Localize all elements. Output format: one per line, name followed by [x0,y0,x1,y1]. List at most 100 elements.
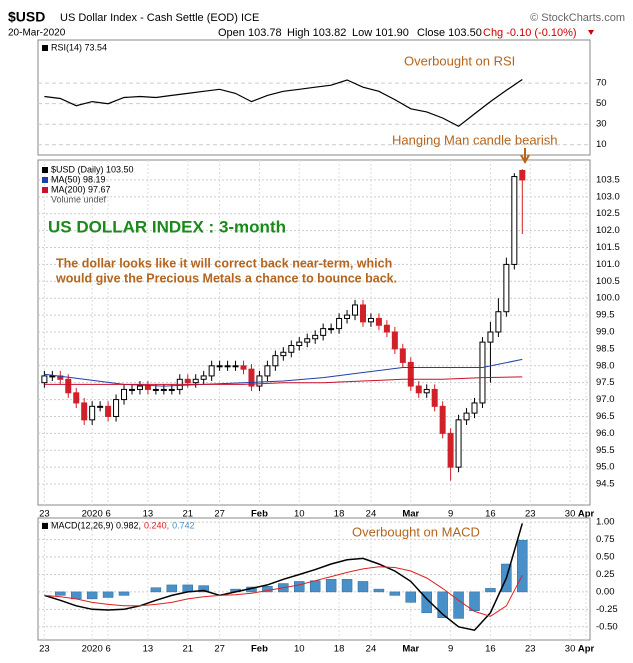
histogram-bar [389,591,401,596]
y-tick-label: -0.50 [596,621,618,632]
candle-body [511,176,518,265]
candle-body [256,375,263,387]
plots: 94.5 95.0 95.5 96.0 96.5 97.0 97.5 98.0 98.5 99.0… [37,39,620,655]
candle-body [65,378,72,394]
legend-swatch [42,45,48,51]
x-tick-label: 18 [334,509,345,520]
y-tick-label: 101.0 [596,259,620,270]
histogram-bar [262,586,273,593]
histogram-bar [70,591,82,600]
x-tick-label: 27 [214,644,225,655]
candle-body [121,388,128,401]
candle-body [503,263,510,313]
candle-body [344,314,351,319]
histogram-bar [469,591,480,611]
x-tick-label: 9 [448,509,453,520]
quote-close: Close 103.50 [417,27,482,39]
candle-body [248,368,255,387]
candle-body [407,361,414,387]
y-tick-label: 99.5 [596,310,615,321]
y-tick-label: 102.0 [596,225,620,236]
x-tick-label: Apr [578,509,595,520]
histogram-bar [102,591,114,598]
x-tick-label: 16 [485,644,496,655]
y-tick-label: 99.0 [596,327,615,338]
candle-body [479,341,486,404]
annotation: Hanging Man candle bearish [392,132,558,147]
y-tick-label: 100.0 [596,293,620,304]
index-name: US Dollar Index - Cash Settle (EOD) ICE [60,12,259,24]
down-triangle [588,30,594,35]
date: 20-Mar-2020 [8,28,66,39]
quote-change: Chg -0.10 (-0.10%) [483,27,577,39]
candle-body [192,378,199,384]
candle-body [264,365,271,377]
y-tick-label: 0.25 [596,569,615,580]
candle-body [328,328,335,331]
x-tick-label: 30 [565,509,576,520]
y-tick-label: 98.0 [596,360,615,371]
y-tick-label: 94.5 [596,479,615,490]
y-tick-label: 98.5 [596,343,615,354]
y-tick-label: 103.0 [596,191,620,202]
x-tick-label: Feb [251,509,268,520]
annotation: Overbought on MACD [352,524,480,539]
candle-body [471,402,478,414]
x-tick-label: Mar [402,509,419,520]
x-tick-label: 2020 [82,509,103,520]
candle-body [288,345,295,353]
candle-body [105,405,112,417]
y-tick-label: 1.00 [596,517,615,528]
candle-body [447,432,454,468]
candle-body [367,317,374,323]
y-tick-label: 0.00 [596,586,615,597]
x-tick-label: 6 [105,644,110,655]
histogram-bar [118,591,130,596]
histogram-bar [294,581,305,593]
candle-body [415,385,422,394]
candle-body [128,388,135,391]
candle-body [463,412,470,421]
legend-label: 0.742 [172,520,195,530]
histogram-bar [517,539,528,593]
legend-label: MACD(12,26,9) 0.982, [51,520,141,530]
x-tick-label: 10 [294,644,305,655]
x-tick-label: Mar [402,644,419,655]
note: Volume undef [51,194,107,204]
candle-body [519,169,526,181]
y-tick-label: 10 [596,139,607,150]
candle-body [391,331,398,350]
candle-body [224,365,231,368]
quote-high: High 103.82 [287,27,346,39]
x-tick-label: 27 [214,509,225,520]
histogram-bar [55,591,66,596]
candle-body [208,365,215,377]
x-tick-label: 16 [485,509,496,520]
x-tick-label: 23 [525,509,536,520]
legend-swatch [42,167,48,173]
candle-body [352,304,359,316]
candle-body [336,317,343,330]
candle-body [168,388,175,391]
y-tick-label: 95.0 [596,462,615,473]
candle-body [375,317,382,326]
y-tick-label: 50 [596,98,607,109]
histogram-bar [86,591,98,600]
histogram-bar [309,580,321,593]
y-tick-label: -0.25 [596,604,618,615]
candle-body [439,405,446,434]
rsi-line [44,79,523,128]
x-tick-label: 23 [39,509,50,520]
arrow [520,148,530,165]
candle-body [216,365,223,368]
candle-body [73,392,80,404]
candle-body [113,399,120,417]
y-tick-label: 101.5 [596,242,620,253]
legend-label: RSI(14) 73.54 [51,42,107,52]
legend-swatch [42,187,48,193]
candle-body [232,365,239,368]
histogram-bar [485,588,496,593]
candle-body [200,375,207,380]
candle-body [296,341,303,347]
